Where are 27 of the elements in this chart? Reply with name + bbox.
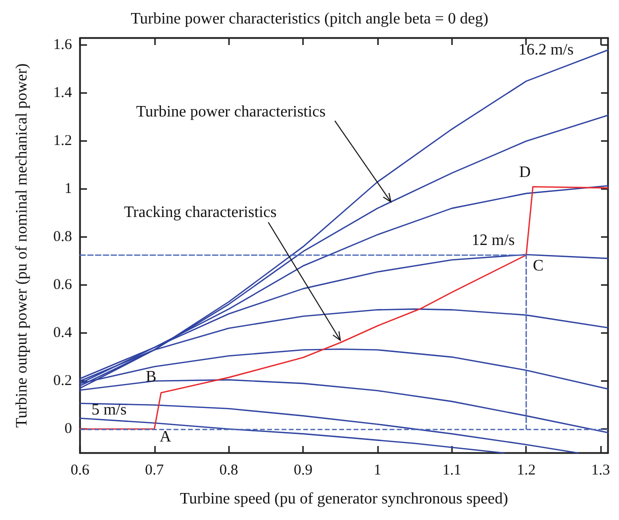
x-tick-label: 0.7	[144, 462, 164, 478]
annotation: D	[519, 164, 531, 182]
y-tick-label: 0.4	[53, 325, 72, 342]
annotation: A	[160, 428, 172, 446]
x-tick-label: 1.3	[591, 462, 610, 478]
annotation: C	[532, 258, 544, 275]
x-tick-label: 0.9	[294, 462, 312, 478]
annotation: 16.2 m/s	[518, 41, 574, 58]
x-tick-label: 0.8	[219, 462, 238, 478]
y-tick-label: 0.6	[53, 277, 72, 294]
x-axis-title: Turbine speed (pu of generator synchronous speed)	[180, 490, 508, 508]
annotation: 5 m/s	[91, 402, 127, 419]
y-tick-label: 0	[64, 421, 72, 438]
x-tick-label: 1	[374, 462, 382, 478]
y-tick-label: 1.2	[53, 133, 72, 150]
y-tick-label: 0.8	[53, 229, 72, 246]
chart-title: Turbine power characteristics (pitch angle beta = 0 deg)	[130, 10, 488, 28]
annotation: Turbine power characteristics	[136, 103, 326, 120]
x-tick-label: 1.1	[442, 462, 462, 478]
y-tick-label: 1.6	[53, 37, 72, 54]
y-tick-label: 1	[64, 181, 72, 198]
annotation: 12 m/s	[472, 232, 515, 250]
annotation: Tracking characteristics	[124, 204, 277, 221]
y-tick-label: 0.2	[53, 373, 72, 390]
y-axis-title: Turbine output power (pu of nominal mechanical power)	[14, 63, 30, 428]
y-tick-label: 1.4	[53, 85, 72, 102]
x-tick-label: 1.2	[516, 462, 536, 478]
